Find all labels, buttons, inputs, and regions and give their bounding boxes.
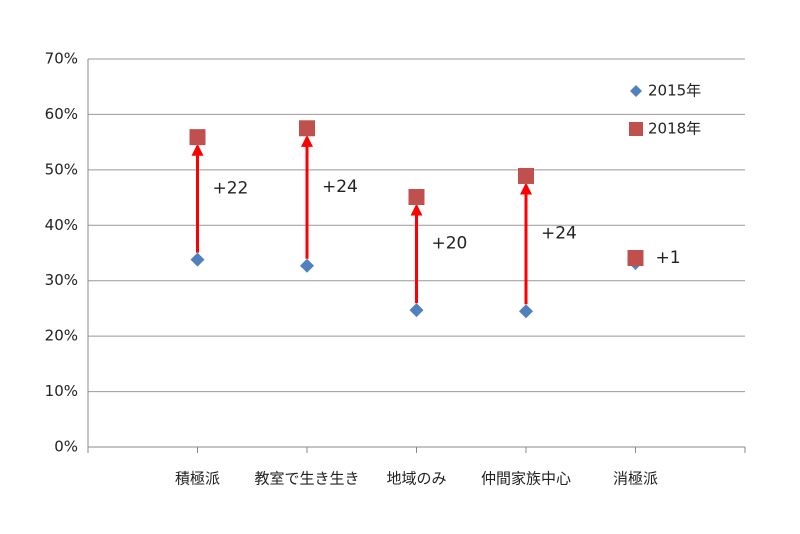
point <box>409 303 424 318</box>
x-tick-label: 積極派 <box>175 470 220 488</box>
legend-marker <box>630 85 642 97</box>
change-label: +22 <box>213 178 249 198</box>
point <box>299 120 315 137</box>
legend-label: 2018年 <box>648 120 701 138</box>
point <box>408 189 425 206</box>
y-tick-label: 50% <box>45 160 78 178</box>
point <box>300 258 314 273</box>
y-tick-label: 30% <box>45 271 78 289</box>
x-tick-label: 消極派 <box>613 470 658 488</box>
y-tick-label: 70% <box>45 50 78 68</box>
point <box>519 304 533 319</box>
point <box>189 129 206 146</box>
y-tick-label: 60% <box>45 105 78 123</box>
change-label: +20 <box>432 234 468 254</box>
point <box>518 167 534 184</box>
change-label: +24 <box>322 177 358 197</box>
legend-label: 2015年 <box>648 82 701 100</box>
point <box>627 249 644 266</box>
y-tick-label: 0% <box>54 438 78 456</box>
legend-marker <box>629 122 643 136</box>
change-label: +24 <box>541 224 577 244</box>
x-tick-label: 地域のみ <box>386 470 446 488</box>
x-tick-label: 仲間家族中心 <box>481 470 571 488</box>
point <box>190 252 205 267</box>
change-label: +1 <box>656 248 681 268</box>
x-tick-label: 教室で生き生き <box>254 470 359 488</box>
y-tick-label: 10% <box>45 382 78 400</box>
y-tick-label: 40% <box>45 216 78 234</box>
y-tick-label: 20% <box>45 327 78 345</box>
